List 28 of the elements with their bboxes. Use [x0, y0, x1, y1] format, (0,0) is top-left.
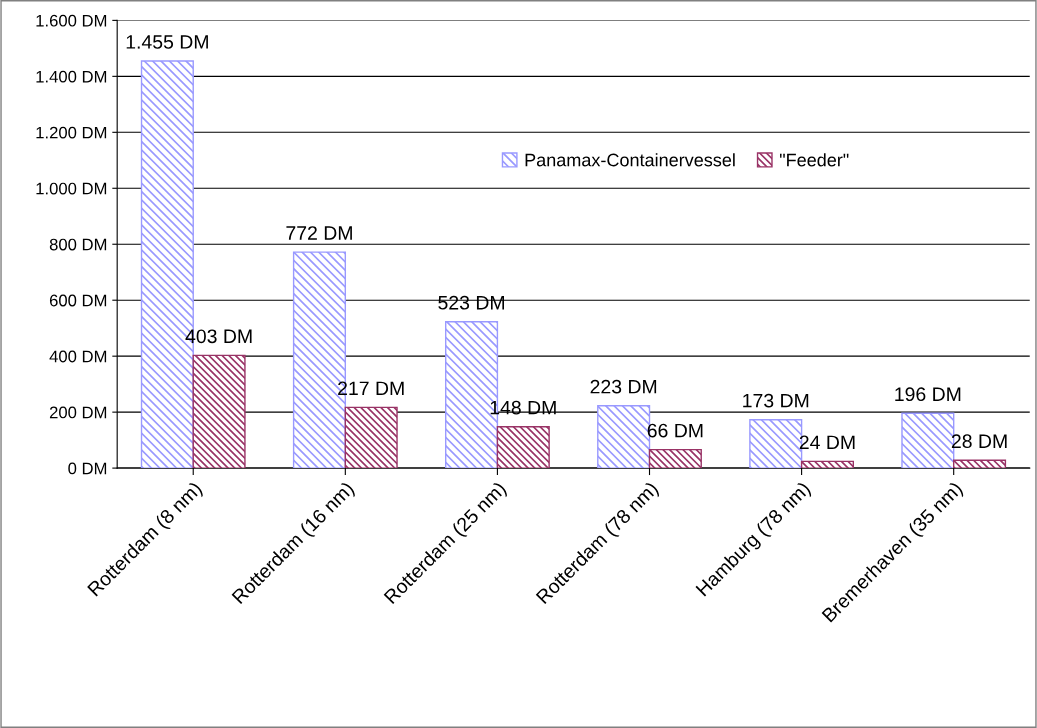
bar	[344, 406, 398, 469]
data-label: 24 DM	[799, 435, 855, 450]
data-label: 28 DM	[951, 434, 1007, 449]
y-tick-label: 200 DM	[49, 406, 107, 419]
y-tick-label: 400 DM	[49, 350, 107, 363]
legend-label: "Feeder"	[779, 153, 849, 167]
y-tick-label: 800 DM	[49, 238, 107, 251]
bar	[192, 354, 246, 469]
data-label: 1.455 DM	[126, 35, 208, 49]
legend-label: Panamax-Containervessel	[525, 153, 735, 167]
bar	[648, 448, 702, 469]
data-label: 217 DM	[338, 381, 404, 396]
y-tick-label: 1.000 DM	[36, 182, 107, 195]
data-label: 223 DM	[590, 379, 657, 394]
bar	[496, 425, 550, 469]
y-tick-label: 0 DM	[68, 462, 107, 475]
data-label: 403 DM	[185, 329, 252, 344]
bar	[800, 460, 855, 469]
data-label: 148 DM	[490, 400, 556, 415]
data-label: 196 DM	[895, 387, 961, 402]
y-tick-label: 1.400 DM	[36, 70, 107, 83]
bar	[952, 459, 1007, 469]
y-tick-label: 1.600 DM	[36, 14, 107, 27]
y-tick-label: 600 DM	[49, 294, 107, 307]
data-label: 173 DM	[743, 393, 809, 408]
data-label: 66 DM	[647, 423, 703, 438]
y-tick-label: 1.200 DM	[36, 126, 107, 139]
data-label: 772 DM	[286, 226, 352, 240]
